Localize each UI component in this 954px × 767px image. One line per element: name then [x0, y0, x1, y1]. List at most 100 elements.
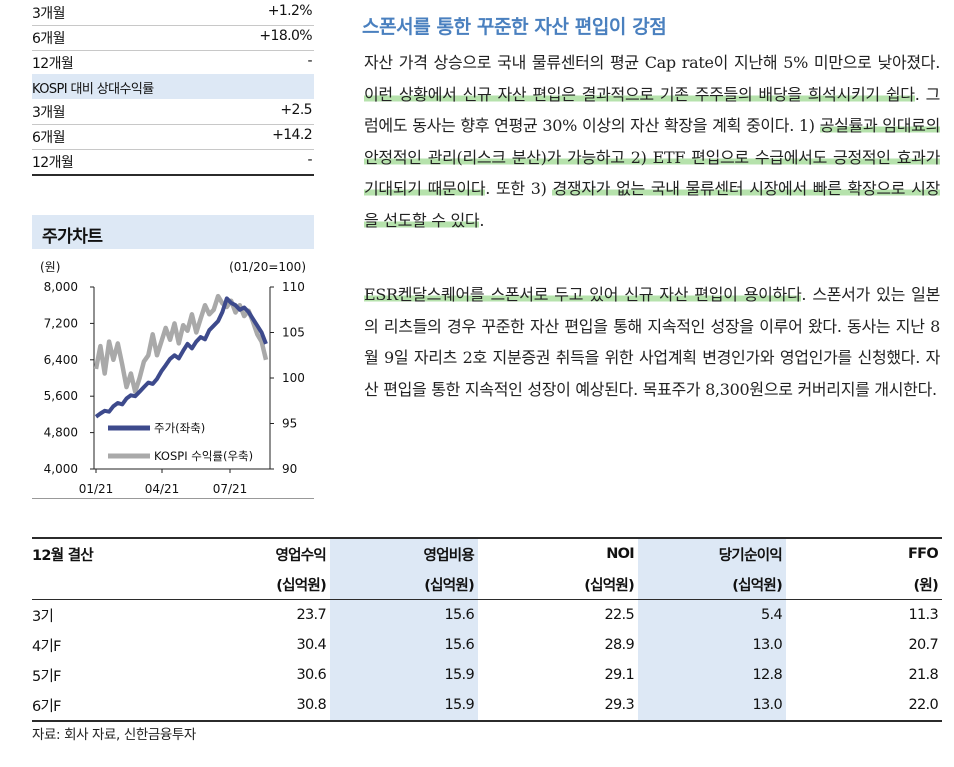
table-cell: 5기F [32, 668, 62, 685]
return-value: +1.2% [267, 3, 313, 19]
highlighted-text: ESR켄달스퀘어를 스폰서로 두고 있어 신규 자산 편입이 용이하다 [364, 285, 802, 304]
column-unit: (십억원) [128, 569, 330, 600]
column-header: NOI [478, 537, 638, 569]
section-title: 스폰서를 통한 꾸준한 자산 편입이 강점 [362, 16, 667, 38]
returns-bottom-rule [32, 174, 314, 176]
paragraph-text: . 그럼에도 동사는 향후 연평균 30% 이상의 자산 확장을 계획 중이다.… [364, 84, 940, 136]
table-row: 3기 23.7 15.6 22.5 5.4 11.3 [32, 599, 942, 630]
paragraph-text: . 또한 3) [485, 179, 553, 198]
table-cell: 30.6 [296, 667, 327, 683]
relative-return-row: 3개월 +2.5 [32, 99, 314, 125]
table-cell: 15.9 [330, 660, 478, 690]
source-note: 자료: 회사 자료, 신한금융투자 [32, 727, 196, 743]
column-header: 12월 결산 [32, 537, 128, 569]
table-cell: 3기 [32, 608, 54, 625]
relative-return-header-label: KOSPI 대비 상대수익률 [32, 82, 154, 97]
financial-summary-table: 12월 결산 영업수익 영업비용 NOI 당기순이익 FFO (십억원) (십억… [32, 537, 942, 722]
right-axis-tick-label: 110 [282, 280, 305, 294]
table-cell: 15.9 [330, 690, 478, 722]
table-cell: 22.0 [786, 690, 942, 722]
paragraph-text: . 스폰서가 있는 일본의 리츠들의 경우 꾸준한 자산 편입을 통해 지속적인… [364, 285, 940, 399]
table-cell: 13.0 [638, 630, 786, 660]
paragraph-2: ESR켄달스퀘어를 스폰서로 두고 있어 신규 자산 편입이 용이하다. 스폰서… [364, 279, 940, 405]
x-axis-tick-label: 07/21 [213, 482, 248, 496]
chart-title: 주가차트 [42, 227, 103, 247]
table-cell: 29.1 [604, 667, 635, 683]
left-axis-tick-label: 7,200 [44, 316, 78, 330]
column-unit [32, 569, 128, 600]
return-value: - [307, 152, 313, 168]
legend-label-kospi: KOSPI 수익률(우축) [154, 449, 253, 463]
column-header: 당기순이익 [638, 537, 786, 569]
right-axis-tick-label: 90 [282, 462, 297, 476]
column-header: 영업비용 [330, 537, 478, 569]
left-axis-tick-label: 5,600 [44, 389, 78, 403]
table-cell: 15.6 [330, 630, 478, 660]
legend-label-price: 주가(좌축) [154, 421, 205, 435]
right-axis-tick-label: 95 [282, 417, 297, 431]
relative-return-row: 12개월 - [32, 149, 314, 174]
x-axis-ticks: 01/21 04/21 07/21 [79, 469, 248, 496]
table-cell: 11.3 [908, 607, 939, 623]
left-axis-tick-label: 6,400 [44, 353, 78, 367]
table-cell: 30.8 [128, 690, 330, 722]
stock-price-chart: (원) (01/20=100) 8,000 7,200 6,400 5,600 4,80… [40, 260, 306, 496]
x-axis-tick-label: 04/21 [145, 482, 180, 496]
relative-return-header: KOSPI 대비 상대수익률 [32, 74, 314, 99]
left-axis-tick-label: 4,800 [44, 426, 78, 440]
right-axis-tick-label: 105 [282, 326, 305, 340]
relative-return-row: 6개월 +14.2 [32, 124, 314, 150]
column-unit: (십억원) [478, 569, 638, 600]
return-period: 6개월 [32, 31, 65, 47]
return-value: +2.5 [280, 102, 312, 118]
paragraph-text: 자산 가격 상승으로 국내 물류센터의 평균 Cap rate이 지난해 5% … [364, 53, 940, 72]
table-row: 6기F 30.8 15.9 29.3 13.0 22.0 [32, 690, 942, 722]
chart-legend: 주가(좌축) KOSPI 수익률(우축) [104, 418, 268, 466]
table-cell: 15.6 [330, 599, 478, 630]
table-cell: 23.7 [296, 607, 327, 623]
return-period: 3개월 [32, 6, 65, 22]
table-cell: 20.7 [908, 637, 939, 653]
right-axis-ticks: 110 105 100 95 90 [270, 280, 305, 476]
table-cell: 29.3 [478, 690, 638, 722]
left-axis-unit: (원) [40, 260, 60, 274]
table-unit-row: (십억원) (십억원) (십억원) (십억원) (원) [32, 569, 942, 600]
price-series-line [94, 296, 268, 419]
x-axis-tick-label: 01/21 [79, 482, 114, 496]
table-cell: 5.4 [638, 599, 786, 630]
right-axis-tick-label: 100 [282, 371, 305, 385]
table-row: 4기F 30.4 15.6 28.9 13.0 20.7 [32, 630, 942, 660]
column-header: 영업수익 [128, 537, 330, 569]
return-period: 12개월 [32, 155, 74, 171]
highlighted-text: 이런 상황에서 신규 자산 편입은 결과적으로 기존 주주들의 배당을 희석시키… [364, 84, 915, 104]
table-cell: 12.8 [638, 660, 786, 690]
return-row: 6개월 +18.0% [32, 25, 314, 51]
paragraph-text: . [479, 210, 485, 230]
table-header-row: 12월 결산 영업수익 영업비용 NOI 당기순이익 FFO [32, 537, 942, 569]
table-cell: 30.4 [296, 637, 327, 653]
return-period: 6개월 [32, 130, 65, 146]
table-cell: 22.5 [604, 607, 635, 623]
left-axis-tick-label: 4,000 [44, 462, 78, 476]
return-period: 3개월 [32, 105, 65, 121]
right-axis-unit: (01/20=100) [229, 260, 306, 274]
return-row: 3개월 +1.2% [32, 0, 314, 26]
table-cell: 4기F [32, 638, 62, 655]
column-unit: (원) [786, 569, 942, 600]
column-header: FFO [786, 537, 942, 569]
chart-series [93, 293, 269, 419]
return-period: 12개월 [32, 56, 74, 72]
left-axis-ticks: 8,000 7,200 6,400 5,600 4,800 4,000 [44, 280, 94, 476]
table-cell: 13.0 [638, 690, 786, 722]
table-cell: 28.9 [604, 637, 635, 653]
left-axis-tick-label: 8,000 [44, 280, 78, 294]
return-value: +18.0% [259, 28, 312, 44]
table-row: 5기F 30.6 15.9 29.1 12.8 21.8 [32, 660, 942, 690]
table-cell: 6기F [32, 690, 128, 722]
chart-bottom-rule [32, 498, 314, 499]
table-cell: 21.8 [908, 667, 939, 683]
column-unit: (십억원) [638, 569, 786, 600]
return-value: - [307, 53, 313, 69]
return-value: +14.2 [272, 127, 313, 143]
column-unit: (십억원) [330, 569, 478, 600]
